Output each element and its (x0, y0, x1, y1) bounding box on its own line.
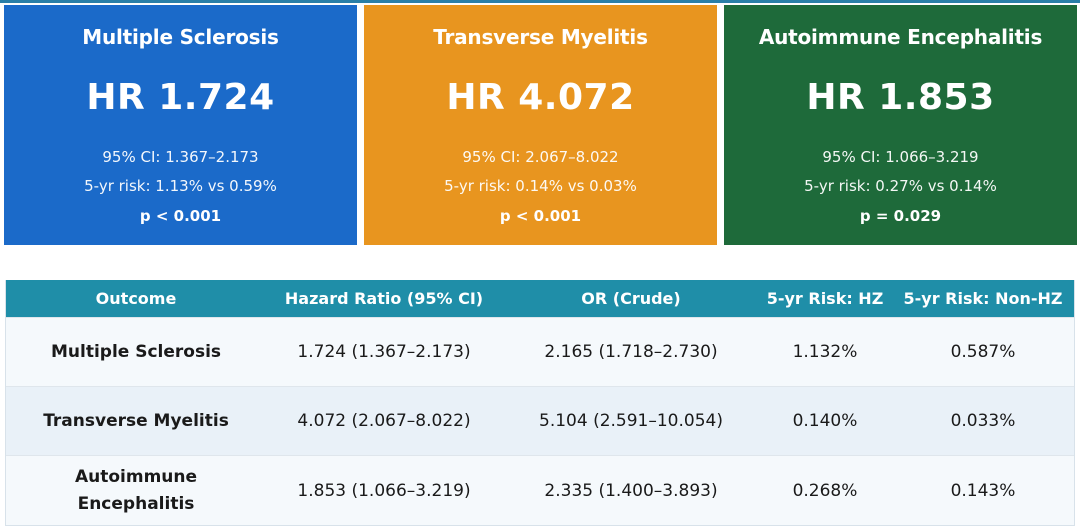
risk-non-hz-cell: 0.587% (950, 342, 1016, 362)
odds-ratio-cell: 2.165 (1.718–2.730) (544, 342, 718, 362)
card-confidence-interval: 95% CI: 1.066–3.219 (822, 148, 979, 166)
column-header-risk-non-hz: 5-yr Risk: Non-HZ (903, 289, 1063, 308)
outcome-cell: Autoimmune Encephalitis (74, 466, 198, 514)
risk-hz-cell: 0.268% (792, 480, 858, 501)
card-five-year-risk: 5-yr risk: 0.14% vs 0.03% (444, 177, 637, 195)
card-five-year-risk: 5-yr risk: 0.27% vs 0.14% (804, 177, 997, 195)
column-header-risk-hz: 5-yr Risk: HZ (766, 289, 884, 308)
table-row: Transverse Myelitis 4.072 (2.067–8.022) … (6, 386, 1074, 455)
column-header-hazard-ratio: Hazard Ratio (95% CI) (284, 289, 484, 308)
card-multiple-sclerosis: Multiple Sclerosis HR 1.724 95% CI: 1.36… (4, 5, 357, 245)
risk-non-hz-cell: 0.143% (950, 480, 1016, 501)
outcome-cell: Multiple Sclerosis (50, 341, 222, 362)
card-title: Autoimmune Encephalitis (758, 25, 1043, 49)
table-header-row: Outcome Hazard Ratio (95% CI) OR (Crude)… (6, 280, 1074, 317)
card-hazard-ratio: HR 4.072 (446, 77, 635, 118)
risk-non-hz-cell: 0.033% (950, 411, 1016, 431)
column-header-outcome: Outcome (95, 289, 177, 308)
card-hazard-ratio: HR 1.724 (86, 77, 275, 118)
card-transverse-myelitis: Transverse Myelitis HR 4.072 95% CI: 2.0… (364, 5, 717, 245)
table-row: Multiple Sclerosis 1.724 (1.367–2.173) 2… (6, 317, 1074, 386)
column-header-odds-ratio: OR (Crude) (581, 289, 681, 308)
risk-hz-cell: 0.140% (792, 411, 858, 431)
card-title: Transverse Myelitis (433, 25, 648, 49)
card-p-value: p < 0.001 (139, 207, 222, 225)
odds-ratio-cell: 5.104 (2.591–10.054) (539, 411, 723, 431)
card-confidence-interval: 95% CI: 1.367–2.173 (102, 148, 259, 166)
outcome-cell: Transverse Myelitis (43, 410, 229, 431)
card-five-year-risk: 5-yr risk: 1.13% vs 0.59% (84, 177, 277, 195)
card-p-value: p = 0.029 (859, 207, 942, 225)
card-confidence-interval: 95% CI: 2.067–8.022 (462, 148, 619, 166)
table-row: Autoimmune Encephalitis 1.853 (1.066–3.2… (6, 455, 1074, 525)
card-p-value: p < 0.001 (499, 207, 582, 225)
hazard-ratio-cell: 1.724 (1.367–2.173) (297, 342, 471, 362)
card-title: Multiple Sclerosis (82, 25, 279, 49)
odds-ratio-cell: 2.335 (1.400–3.893) (544, 480, 718, 501)
hazard-ratio-cell: 1.853 (1.066–3.219) (297, 480, 471, 501)
risk-hz-cell: 1.132% (792, 342, 858, 362)
hazard-ratio-cell: 4.072 (2.067–8.022) (297, 411, 471, 431)
results-table: Outcome Hazard Ratio (95% CI) OR (Crude)… (5, 280, 1075, 526)
card-hazard-ratio: HR 1.853 (806, 77, 995, 118)
card-autoimmune-encephalitis: Autoimmune Encephalitis HR 1.853 95% CI:… (724, 5, 1077, 245)
top-accent-line (0, 0, 1080, 3)
